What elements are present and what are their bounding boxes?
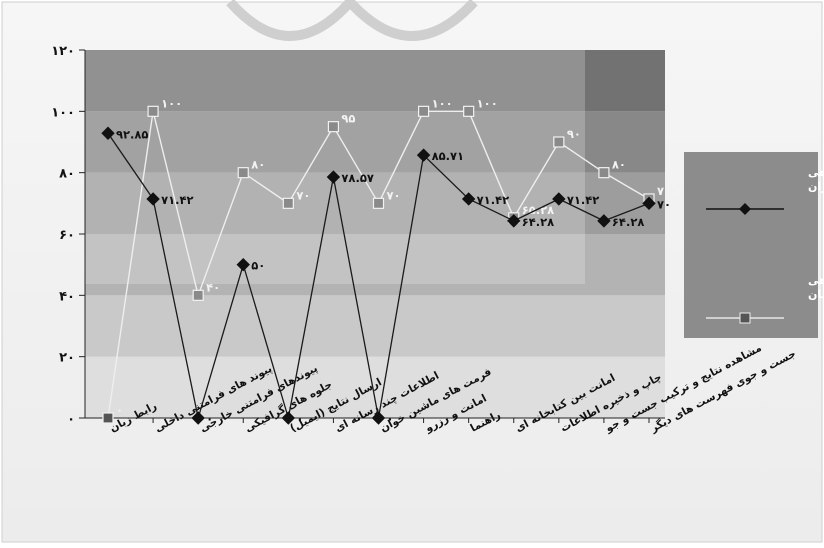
y-tick-label: ۲۰ xyxy=(59,351,75,366)
data-point xyxy=(103,413,113,423)
data-point xyxy=(599,168,609,178)
y-tick-label: ۶۰ xyxy=(59,228,75,243)
data-point xyxy=(193,290,203,300)
y-tick-label: ۰ xyxy=(67,412,75,427)
data-point xyxy=(238,168,248,178)
data-label: ۰ xyxy=(296,412,303,426)
data-label: ۷۰ xyxy=(387,188,401,202)
data-label: ۵۰ xyxy=(251,259,265,273)
data-label: ۷۱.۴۲ xyxy=(567,193,599,207)
data-label: ۹۲.۸۵ xyxy=(116,127,148,141)
legend-box xyxy=(684,152,818,338)
data-point xyxy=(419,106,429,116)
data-point xyxy=(328,122,338,132)
legend-marker xyxy=(740,313,750,323)
data-label: ۴۰ xyxy=(206,280,220,294)
data-label: ۱۰۰ xyxy=(432,96,453,110)
data-label: ۹۵ xyxy=(341,112,355,126)
data-label: ۶۴.۲۸ xyxy=(522,215,554,229)
y-tick-label: ۱۰۰ xyxy=(51,105,75,120)
legend-label: فهرست های دانشگاهیایران xyxy=(808,166,824,193)
y-tick-label: ۸۰ xyxy=(59,167,75,182)
data-label: ۷۱.۴۲ xyxy=(161,193,193,207)
data-label: ۰ xyxy=(116,403,123,417)
data-label: ۰ xyxy=(206,412,213,426)
y-tick-label: ۴۰ xyxy=(59,289,75,304)
y-tick-label: ۱۲۰ xyxy=(51,44,75,59)
data-label: ۸۰ xyxy=(251,158,265,172)
data-label: ۶۴.۲۸ xyxy=(612,215,644,229)
plot-band xyxy=(85,295,665,356)
data-label: ۰ xyxy=(387,412,394,426)
data-point xyxy=(554,137,564,147)
data-label: ۷۰ xyxy=(296,188,310,202)
legend: فهرست های دانشگاهیایران فهرست های دانشگاه… xyxy=(684,152,824,338)
data-point xyxy=(148,106,158,116)
overlay-panel xyxy=(85,50,585,284)
data-point xyxy=(464,106,474,116)
data-point xyxy=(374,198,384,208)
data-label: ۱۰۰ xyxy=(477,96,498,110)
data-label: ۹۰ xyxy=(567,127,581,141)
data-label: ۸۵.۷۱ xyxy=(432,149,464,163)
data-point xyxy=(283,198,293,208)
legend-label: فهرست های دانشگاهیانگلستان xyxy=(808,274,824,301)
data-label: ۷۸.۵۷ xyxy=(341,171,373,185)
data-label: ۱۰۰ xyxy=(161,96,182,110)
data-label: ۷۱.۴۲ xyxy=(477,193,509,207)
data-label: ۷۰ xyxy=(657,197,671,211)
data-label: ۸۰ xyxy=(612,158,626,172)
